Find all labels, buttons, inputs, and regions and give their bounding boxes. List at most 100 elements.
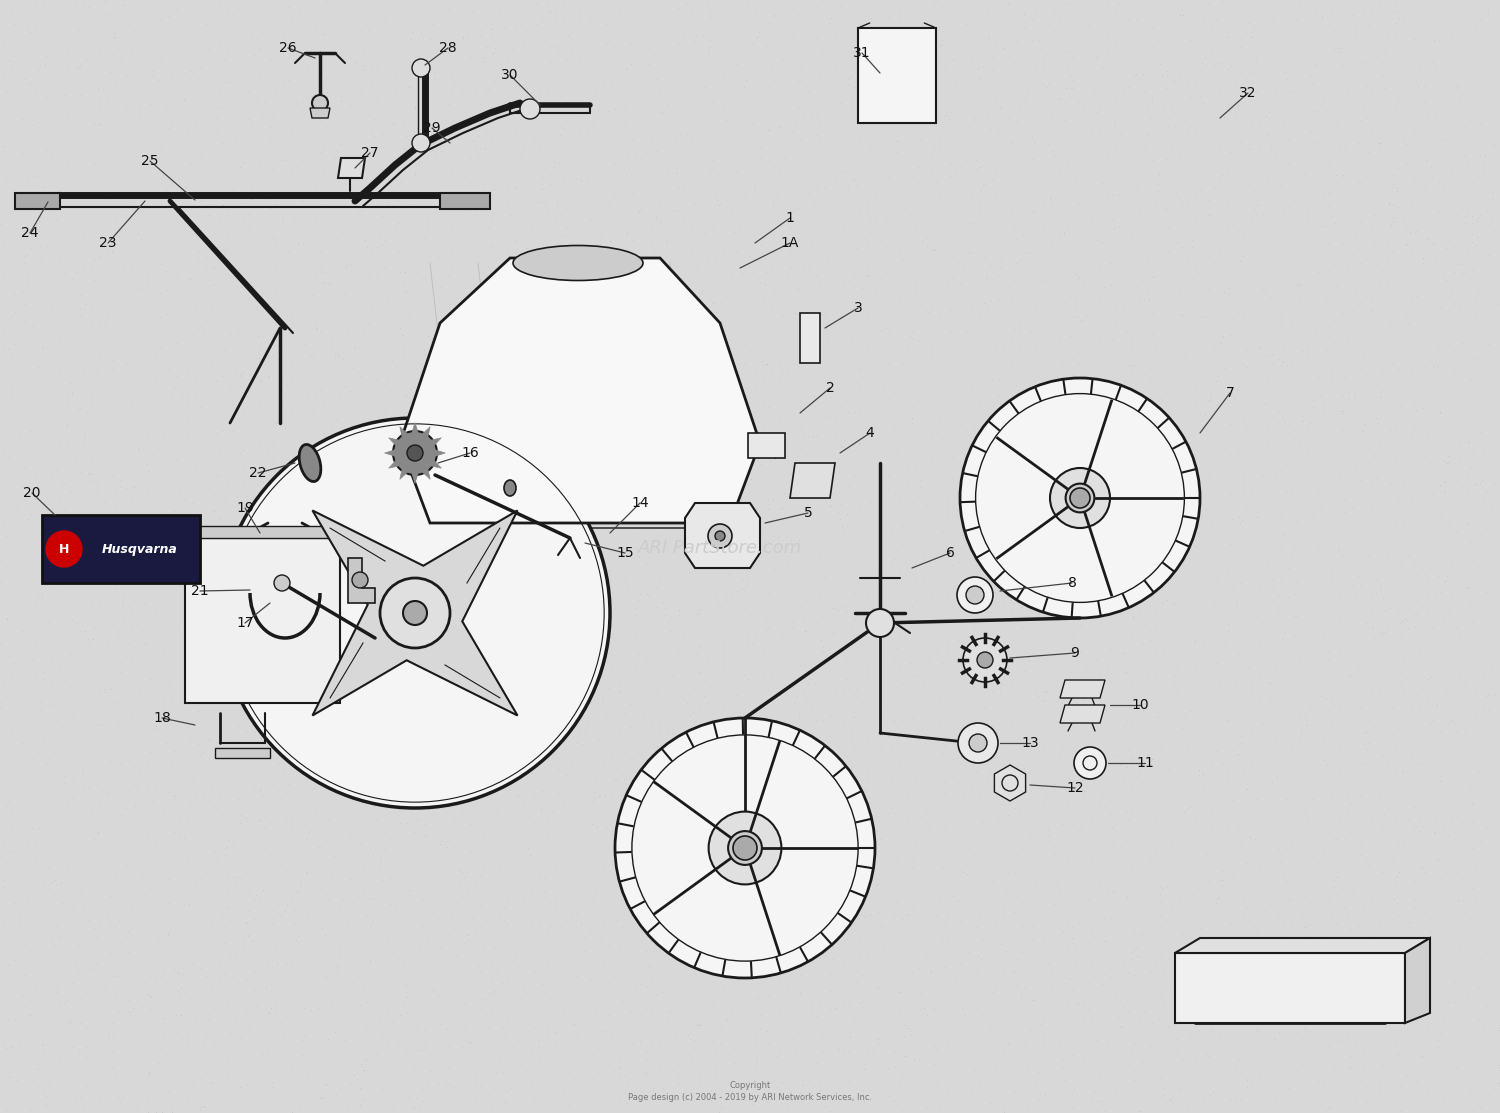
Point <box>478 756 502 774</box>
Point <box>82 250 106 268</box>
Point <box>420 141 444 159</box>
Point <box>419 129 442 147</box>
Point <box>894 1047 918 1065</box>
Point <box>0 722 22 740</box>
Point <box>134 107 158 125</box>
Point <box>620 421 644 439</box>
Point <box>524 0 548 12</box>
Point <box>859 137 883 155</box>
Point <box>69 1014 93 1032</box>
Point <box>408 1097 432 1113</box>
Point <box>696 489 720 506</box>
Point <box>154 305 178 323</box>
Point <box>370 236 394 254</box>
Point <box>1058 1104 1082 1113</box>
Point <box>304 23 328 41</box>
Point <box>86 981 109 998</box>
Point <box>560 906 584 924</box>
Point <box>447 748 471 766</box>
Point <box>688 150 712 168</box>
Point <box>1168 755 1192 772</box>
Point <box>15 831 39 849</box>
Point <box>1210 166 1234 184</box>
Point <box>166 617 190 634</box>
Point <box>492 1028 516 1046</box>
Point <box>354 510 378 528</box>
Point <box>338 932 362 949</box>
Point <box>1008 495 1032 513</box>
Point <box>230 1038 254 1056</box>
Point <box>1178 1078 1202 1096</box>
Point <box>656 325 680 343</box>
Point <box>1062 351 1086 368</box>
Point <box>705 6 729 23</box>
Point <box>1200 758 1224 776</box>
Point <box>1148 1011 1172 1028</box>
Point <box>261 433 285 451</box>
Point <box>82 516 106 534</box>
Point <box>44 983 68 1001</box>
Point <box>687 827 711 845</box>
Point <box>780 907 804 925</box>
Point <box>1084 1032 1108 1050</box>
Point <box>264 955 288 973</box>
Point <box>186 511 210 529</box>
Point <box>111 614 135 632</box>
Point <box>1354 708 1378 726</box>
Point <box>448 861 472 879</box>
Point <box>1002 55 1026 72</box>
Point <box>1197 521 1221 539</box>
Point <box>362 592 386 610</box>
Point <box>1322 22 1346 40</box>
Point <box>452 125 476 142</box>
Point <box>1101 463 1125 481</box>
Point <box>1068 817 1092 835</box>
Point <box>723 1054 747 1072</box>
Point <box>542 912 566 929</box>
Point <box>836 1043 860 1061</box>
Point <box>1059 327 1083 345</box>
Point <box>794 622 818 640</box>
Point <box>1274 424 1298 442</box>
Point <box>1260 9 1284 27</box>
Point <box>1480 209 1500 227</box>
Point <box>1246 196 1270 214</box>
Point <box>798 378 822 396</box>
Point <box>33 160 57 178</box>
Point <box>936 1083 960 1101</box>
Point <box>1318 716 1342 733</box>
Point <box>912 76 936 93</box>
Point <box>231 940 255 958</box>
Point <box>1173 454 1197 472</box>
Point <box>768 648 792 666</box>
Point <box>1449 194 1473 211</box>
Point <box>834 225 858 243</box>
Point <box>1410 749 1434 767</box>
Point <box>1288 1007 1312 1025</box>
Point <box>279 821 303 839</box>
Point <box>843 78 867 96</box>
Point <box>116 355 140 373</box>
Point <box>540 175 564 193</box>
Point <box>99 359 123 377</box>
Point <box>256 731 280 749</box>
Point <box>308 323 332 341</box>
Point <box>915 91 939 109</box>
Point <box>282 1042 306 1060</box>
Point <box>22 85 46 102</box>
Point <box>1034 692 1058 710</box>
Point <box>585 396 609 414</box>
Point <box>1248 690 1272 708</box>
Point <box>354 843 378 860</box>
Point <box>510 147 534 165</box>
Point <box>315 701 339 719</box>
Point <box>608 937 631 955</box>
Point <box>1113 597 1137 614</box>
Point <box>1248 142 1272 160</box>
Point <box>1054 79 1078 97</box>
Point <box>1350 361 1374 378</box>
Point <box>1119 863 1143 880</box>
Point <box>1204 741 1228 759</box>
Point <box>12 309 36 327</box>
Point <box>80 386 104 404</box>
